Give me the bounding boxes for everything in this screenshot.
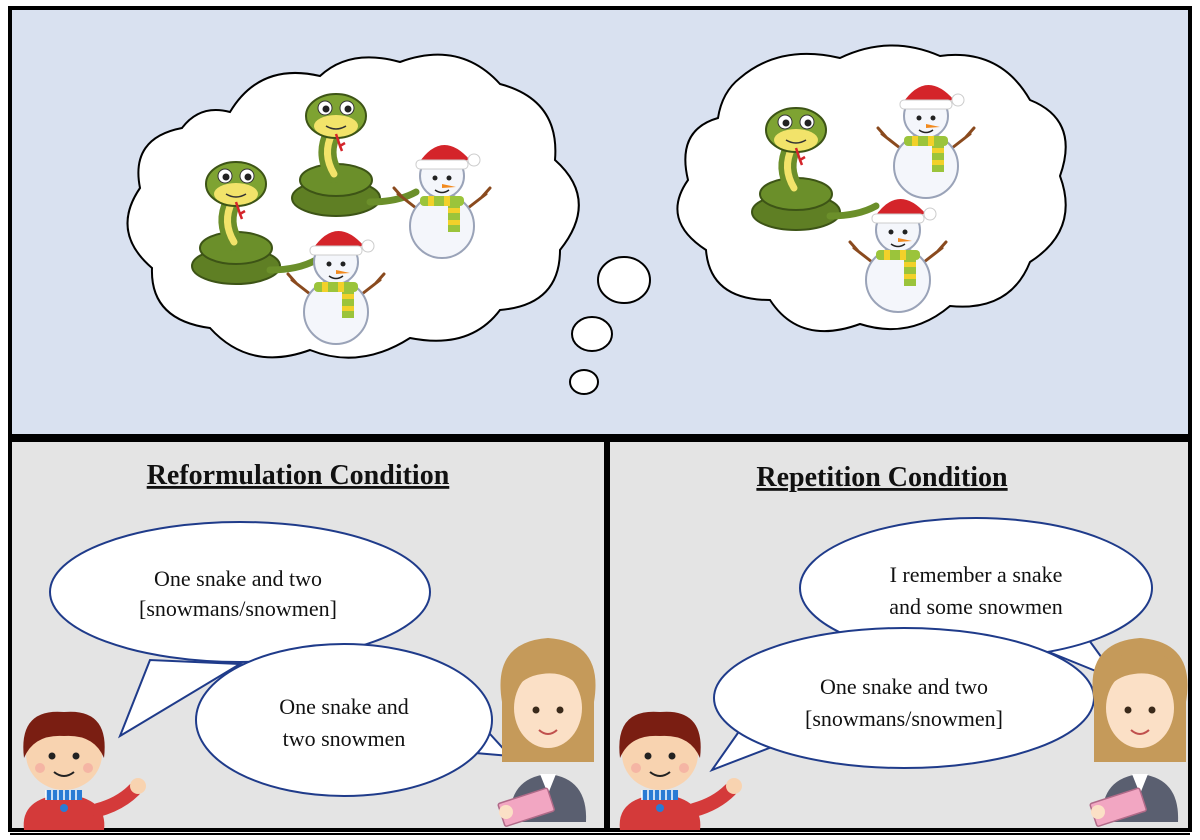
adult-utterance-line2: two snowmen xyxy=(283,726,406,751)
thought-puff xyxy=(569,369,599,395)
child-utterance-line2: [snowmans/snowmen] xyxy=(139,596,337,621)
left-thought-cloud xyxy=(126,53,580,359)
child-utterance-line1: One snake and two xyxy=(154,566,322,591)
thought-puff xyxy=(597,256,651,304)
adult-utterance-line1: I remember a snake xyxy=(890,562,1063,587)
adult-utterance-line1: One snake and xyxy=(279,694,409,719)
right-thought-cloud xyxy=(676,44,1067,333)
thought-puff xyxy=(571,316,613,352)
child-utterance-line2: [snowmans/snowmen] xyxy=(805,706,1003,731)
child-speech-bubble: One snake and two [snowmans/snowmen] xyxy=(709,627,1095,773)
adult-speech-bubble: One snake and two snowmen xyxy=(195,643,513,797)
adult-utterance-line2: and some snowmen xyxy=(889,594,1063,619)
child-speech-bubble: One snake and two [snowmans/snowmen] xyxy=(49,521,431,739)
child-utterance-line1: One snake and two xyxy=(820,674,988,699)
adult-figure xyxy=(496,637,597,828)
reformulation-title: Reformulation Condition xyxy=(147,460,450,491)
repetition-title: Repetition Condition xyxy=(756,462,1008,493)
adult-figure xyxy=(1088,637,1189,828)
